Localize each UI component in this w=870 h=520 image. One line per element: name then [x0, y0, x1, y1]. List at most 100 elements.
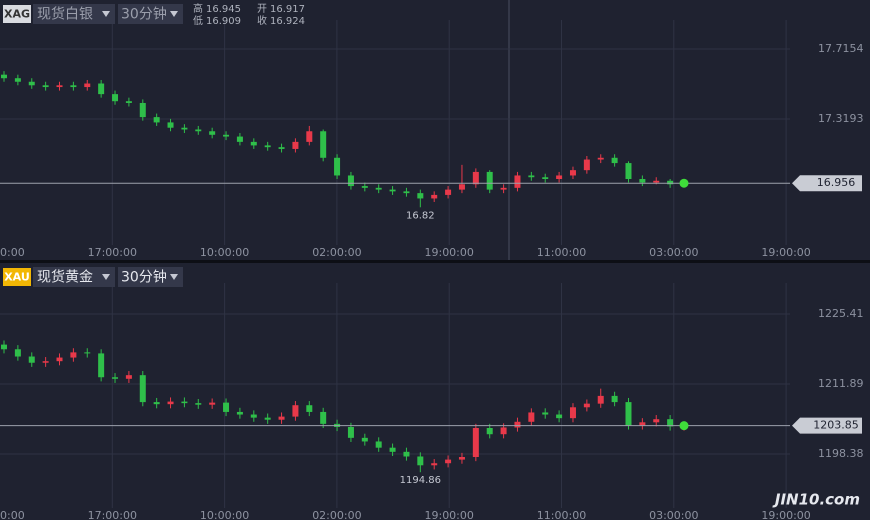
candle-body — [223, 402, 230, 412]
candle-body — [84, 352, 91, 354]
x-tick-label: 02:00:00 — [312, 246, 361, 259]
candle-body — [236, 136, 243, 142]
instrument-select[interactable] — [33, 4, 115, 24]
candle-body — [195, 403, 202, 405]
candle-body — [98, 353, 105, 378]
candle-body — [653, 419, 660, 423]
x-tick-label: 17:00:00 — [88, 246, 137, 259]
quote-key: 高 — [193, 2, 203, 15]
x-tick-label: 03:00:00 — [649, 246, 698, 259]
x-tick-label: 19:00:00 — [761, 509, 810, 520]
quote-value: 16.945 — [206, 4, 241, 15]
panel-divider — [0, 260, 870, 263]
candle-body — [597, 395, 604, 404]
candle-body — [195, 129, 202, 132]
candle-body — [458, 184, 465, 190]
candle-body — [653, 180, 660, 183]
y-tick-label: 1211.89 — [818, 377, 864, 390]
candle-body — [583, 403, 590, 408]
candle-body — [403, 451, 410, 457]
candle-body — [347, 426, 354, 438]
candle-body — [556, 414, 563, 419]
candle-body — [486, 171, 493, 190]
instrument-select[interactable] — [33, 267, 115, 287]
candle-body — [361, 437, 368, 442]
x-tick-label: 02:00:00 — [312, 509, 361, 520]
candle-body — [375, 441, 382, 448]
interval-select[interactable] — [118, 4, 183, 24]
candle-body — [569, 170, 576, 176]
candle-body — [347, 175, 354, 187]
symbol-label: XAG — [4, 8, 30, 21]
quote-value: 16.909 — [206, 16, 241, 27]
candle-body — [70, 85, 77, 88]
candle-body — [84, 83, 91, 88]
candle-body — [445, 459, 452, 464]
x-tick-label: 10:00:00 — [200, 509, 249, 520]
price-tag — [792, 417, 862, 434]
interval-label: 30分钟 — [121, 269, 167, 286]
dropdown-arrow — [170, 274, 178, 280]
candle-body — [625, 402, 632, 426]
candle-body — [667, 419, 674, 427]
dropdown-arrow — [170, 11, 178, 17]
candle-body — [112, 377, 119, 379]
symbol-badge — [3, 5, 31, 23]
candle-body — [597, 157, 604, 160]
candle-body — [139, 375, 146, 403]
candle-body — [334, 157, 341, 176]
chart-panel: 17.7154 17.3193 0:00 17:00:00 10:00:00 02:00:… — [0, 0, 864, 260]
candle-body — [56, 357, 63, 362]
candle-body — [611, 395, 618, 403]
candle-body — [1, 74, 7, 79]
candle-body — [14, 78, 21, 82]
x-tick-label: 11:00:00 — [537, 246, 586, 259]
candle-body — [306, 405, 313, 412]
candle-body — [375, 187, 382, 190]
candle-body — [70, 352, 77, 358]
x-tick-label: 19:00:00 — [424, 246, 473, 259]
candle-body — [167, 122, 174, 128]
x-tick-label: 03:00:00 — [649, 509, 698, 520]
candle-body — [569, 407, 576, 419]
candle-body — [389, 189, 396, 192]
low-annotation: 16.82 — [406, 210, 435, 221]
candle-body — [139, 102, 146, 118]
y-tick-label: 1198.38 — [818, 447, 864, 460]
candle-body — [223, 134, 230, 137]
price-dot — [679, 178, 689, 188]
candle-body — [389, 447, 396, 452]
candle-body — [278, 147, 285, 149]
x-tick-label: 17:00:00 — [88, 509, 137, 520]
candle-body — [667, 180, 674, 185]
quote-value: 16.917 — [270, 4, 305, 15]
quote-key: 低 — [193, 14, 203, 27]
candle-body — [472, 171, 479, 185]
y-tick-label: 17.7154 — [818, 42, 864, 55]
candle-body — [236, 411, 243, 415]
instrument-name: 现货白银 — [37, 6, 93, 23]
x-tick-label: 0:00 — [0, 246, 25, 259]
candle-body — [181, 401, 188, 404]
candle-body — [611, 157, 618, 164]
candle-body — [500, 187, 507, 190]
candle-body — [209, 131, 216, 135]
candle-body — [528, 175, 535, 178]
symbol-label: XAU — [4, 271, 30, 284]
interval-select[interactable] — [118, 267, 183, 287]
candle-body — [278, 416, 285, 420]
candle-body — [42, 85, 49, 88]
candle-body — [361, 186, 368, 188]
candle-body — [153, 117, 160, 123]
price-tag — [792, 175, 862, 192]
y-tick-label: 1225.41 — [818, 307, 864, 320]
quote-key: 收 — [257, 14, 267, 27]
x-tick-label: 19:00:00 — [761, 246, 810, 259]
candle-body — [28, 356, 35, 363]
candle-body — [292, 405, 299, 417]
watermark: JIN10.com — [772, 491, 860, 509]
price-tag-label: 1203.85 — [813, 419, 859, 432]
candle-body — [403, 191, 410, 194]
candle-body — [528, 412, 535, 422]
